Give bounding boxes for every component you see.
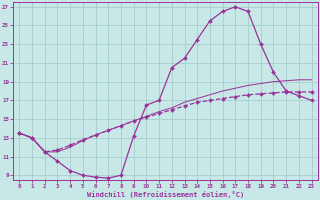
X-axis label: Windchill (Refroidissement éolien,°C): Windchill (Refroidissement éolien,°C)	[87, 191, 244, 198]
